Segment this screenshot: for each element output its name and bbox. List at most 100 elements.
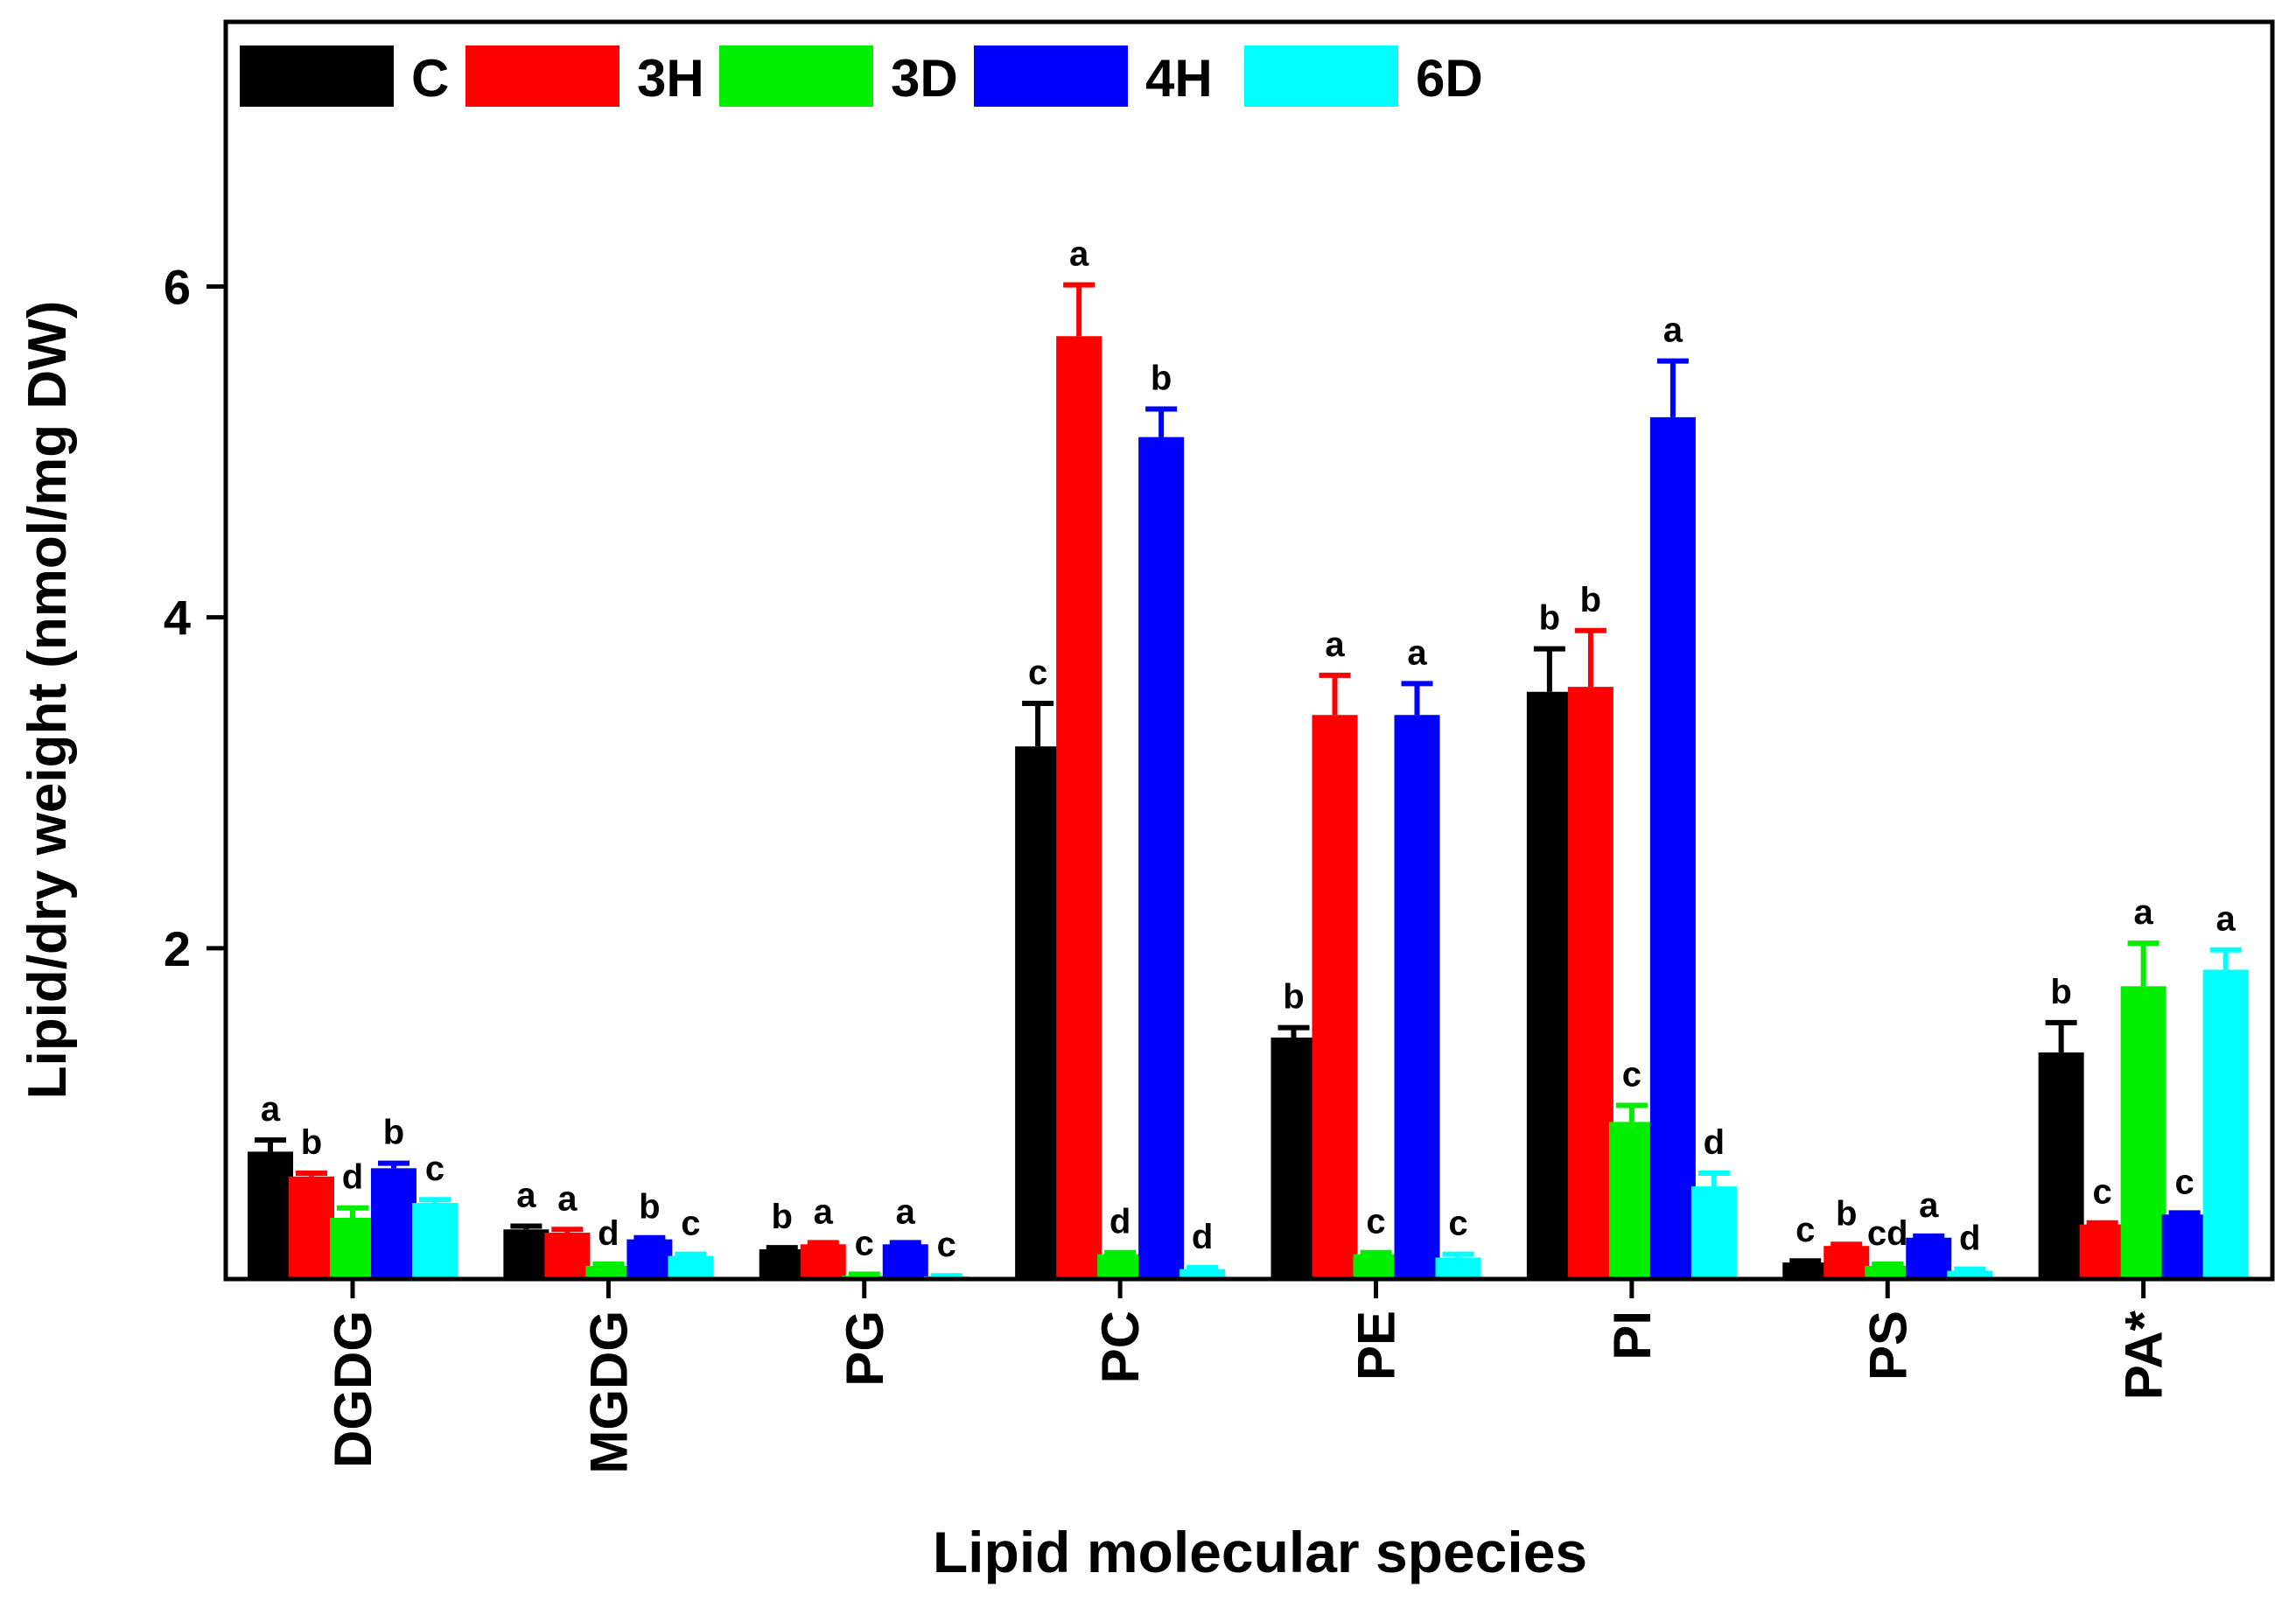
legend-swatch-3h bbox=[466, 45, 620, 107]
significance-letter: b bbox=[1539, 599, 1560, 638]
x-tick-label-mgdg: MGDG bbox=[579, 1311, 638, 1474]
bar-3d-ps bbox=[1865, 1265, 1911, 1279]
bars-layer bbox=[248, 282, 2249, 1280]
significance-letter: a bbox=[557, 1179, 578, 1218]
legend-label-3h: 3H bbox=[637, 49, 704, 108]
x-tick-label-pg: PG bbox=[836, 1311, 894, 1387]
significance-letter: a bbox=[814, 1192, 834, 1231]
significance-letter: cd bbox=[1867, 1214, 1908, 1253]
legend-label-c: C bbox=[411, 49, 449, 108]
significance-letter: a bbox=[516, 1176, 536, 1214]
legend-swatch-3d bbox=[719, 45, 873, 107]
bar-6d-pi bbox=[1690, 1186, 1737, 1279]
legend-label-6d: 6D bbox=[1416, 49, 1483, 108]
bar-4h-pe bbox=[1394, 715, 1440, 1279]
significance-letter: c bbox=[425, 1150, 444, 1188]
significance-letter: c bbox=[2093, 1173, 2112, 1212]
bar-c-pe bbox=[1270, 1037, 1317, 1279]
significance-letter: d bbox=[342, 1158, 363, 1197]
bar-6d-dgdg bbox=[412, 1203, 458, 1279]
significance-letter: c bbox=[855, 1224, 874, 1262]
bar-c-pg bbox=[759, 1248, 805, 1279]
legend: C 3H 3D 4H 6D bbox=[240, 45, 1483, 108]
significance-letter: b bbox=[1836, 1194, 1857, 1233]
x-tick-label-ps: PS bbox=[1858, 1311, 1917, 1381]
significance-letter: c bbox=[1796, 1211, 1815, 1249]
bar-6d-ps bbox=[1947, 1270, 1993, 1279]
axis-layer: 2 4 6 DGDG MGDG PG PC PE PI PS PA* bbox=[164, 260, 2174, 1474]
bar-4h-pg bbox=[882, 1244, 928, 1279]
bar-3d-mgdg bbox=[585, 1265, 632, 1279]
significance-letter: b bbox=[639, 1188, 660, 1227]
bar-4h-pi bbox=[1649, 416, 1696, 1279]
legend-label-4h: 4H bbox=[1145, 49, 1213, 108]
significance-letter: b bbox=[1151, 359, 1172, 397]
significance-letter: d bbox=[1110, 1203, 1130, 1241]
bar-3d-pe bbox=[1353, 1254, 1399, 1279]
y-tick-label: 4 bbox=[164, 591, 191, 646]
bar-3h-mgdg bbox=[544, 1233, 591, 1279]
significance-letter: d bbox=[1704, 1123, 1725, 1162]
bar-c-pi bbox=[1526, 691, 1572, 1279]
bar-3h-pe bbox=[1312, 715, 1358, 1279]
x-tick-label-pe: PE bbox=[1348, 1311, 1406, 1381]
bar-3h-ps bbox=[1824, 1246, 1870, 1279]
legend-swatch-6d bbox=[1244, 45, 1398, 107]
bar-c-pc bbox=[1015, 746, 1061, 1279]
bar-c-ps bbox=[1782, 1262, 1829, 1279]
significance-letter: a bbox=[1663, 311, 1684, 350]
bar-4h-pa bbox=[2161, 1214, 2208, 1279]
significance-letter: c bbox=[1028, 654, 1047, 692]
significance-letter: d bbox=[1959, 1220, 1980, 1258]
significance-letter: d bbox=[598, 1214, 619, 1253]
bar-3h-dgdg bbox=[289, 1176, 334, 1279]
y-tick-label: 6 bbox=[164, 260, 191, 315]
bar-4h-mgdg bbox=[626, 1239, 673, 1279]
significance-letter: b bbox=[2050, 973, 2071, 1011]
significance-letter: a bbox=[1325, 626, 1345, 664]
bar-3h-pc bbox=[1056, 336, 1102, 1279]
bar-3d-pa bbox=[2120, 986, 2166, 1279]
x-tick-label-pi: PI bbox=[1603, 1311, 1662, 1360]
significance-letter: b bbox=[772, 1198, 793, 1236]
significance-letter: c bbox=[937, 1226, 956, 1264]
significance-letter: c bbox=[681, 1205, 700, 1243]
significance-letter: a bbox=[261, 1090, 281, 1129]
bar-3h-pi bbox=[1567, 687, 1614, 1279]
bar-3d-pc bbox=[1097, 1254, 1144, 1279]
significance-letter: c bbox=[1448, 1205, 1467, 1243]
bar-6d-pe bbox=[1435, 1257, 1481, 1279]
bar-c-dgdg bbox=[248, 1151, 293, 1279]
legend-swatch-c bbox=[240, 45, 394, 107]
significance-letter: c bbox=[1366, 1203, 1385, 1241]
significance-letter: c bbox=[1622, 1055, 1642, 1094]
significance-letter: d bbox=[1192, 1218, 1213, 1256]
x-tick-label-dgdg: DGDG bbox=[324, 1311, 382, 1468]
legend-swatch-4h bbox=[974, 45, 1128, 107]
significance-letter: b bbox=[1283, 978, 1304, 1017]
x-axis-label: Lipid molecular species bbox=[933, 1520, 1587, 1584]
x-tick-label-pc: PC bbox=[1091, 1311, 1150, 1383]
bar-4h-ps bbox=[1906, 1237, 1952, 1279]
significance-letter: b bbox=[1580, 581, 1601, 619]
significance-letter: c bbox=[2175, 1163, 2194, 1201]
bar-c-mgdg bbox=[503, 1229, 550, 1279]
y-tick-label: 2 bbox=[164, 921, 191, 976]
bar-3d-pi bbox=[1608, 1122, 1655, 1279]
bar-3h-pa bbox=[2079, 1224, 2125, 1279]
bar-6d-mgdg bbox=[668, 1255, 714, 1279]
significance-letter: a bbox=[1069, 235, 1089, 274]
significance-letter: a bbox=[896, 1192, 916, 1231]
y-axis-label: Lipid/dry weight (nmol/mg DW) bbox=[18, 301, 78, 1100]
bar-4h-dgdg bbox=[371, 1168, 416, 1279]
significance-letter: a bbox=[1919, 1186, 1939, 1225]
bar-3h-pg bbox=[800, 1244, 846, 1279]
plot-frame bbox=[223, 19, 2275, 1282]
significance-letter: b bbox=[383, 1114, 404, 1152]
bar-6d-pc bbox=[1180, 1269, 1226, 1279]
bar-3d-dgdg bbox=[330, 1218, 375, 1279]
significance-letter: a bbox=[2216, 900, 2236, 939]
x-tick-label-pa: PA* bbox=[2115, 1310, 2174, 1400]
